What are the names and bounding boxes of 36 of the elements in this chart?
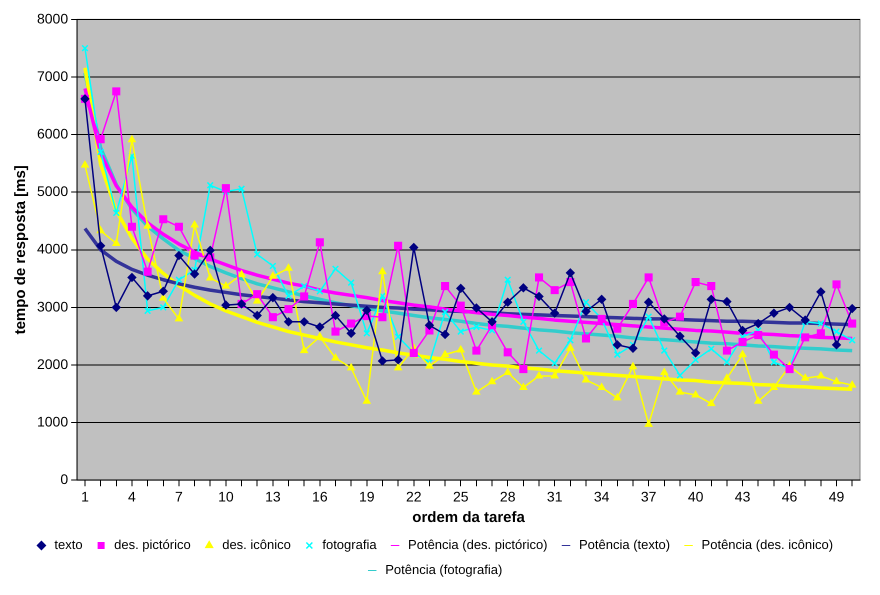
x-tick-label: 49 (828, 488, 845, 504)
x-tick-label: 37 (640, 488, 657, 504)
x-tick-label: 7 (175, 488, 184, 504)
y-tick-label: 4000 (36, 240, 68, 257)
x-tick-label: 25 (452, 488, 469, 504)
y-tick-label: 2000 (36, 356, 68, 372)
x-tick-label: 28 (500, 488, 516, 504)
x-tick-label: 13 (265, 488, 281, 504)
y-tick-label: 7000 (36, 68, 68, 84)
x-tick-label: 10 (218, 488, 234, 504)
legend-label: fotografia (322, 537, 378, 552)
legend-label: des. pictórico (114, 537, 191, 552)
legend-label: Potência (des. pictórico) (408, 537, 548, 552)
legend-label: des. icônico (222, 537, 291, 552)
x-tick-label: 46 (782, 488, 798, 504)
x-tick-label: 19 (359, 488, 375, 504)
x-tick-label: 34 (594, 488, 610, 504)
x-tick-label: 1 (81, 488, 90, 504)
legend-label: Potência (des. icônico) (702, 537, 834, 552)
legend-label: Potência (fotografia) (385, 562, 502, 578)
x-tick-label: 43 (734, 488, 751, 504)
x-axis-title: ordem da tarefa (412, 509, 526, 526)
y-tick-label: 6000 (36, 125, 68, 142)
y-tick-label: 0 (60, 471, 68, 488)
legend-label: texto (54, 537, 83, 552)
y-tick-label: 5000 (36, 183, 68, 200)
y-tick-label: 1000 (36, 413, 68, 430)
y-tick-label: 3000 (36, 298, 68, 314)
legend-label: Potência (texto) (579, 537, 670, 552)
x-tick-label: 40 (688, 488, 704, 504)
x-tick-label: 16 (312, 488, 328, 504)
y-axis-title: tempo de resposta [ms] (12, 165, 30, 334)
x-tick-label: 4 (128, 488, 136, 504)
x-tick-label: 22 (406, 488, 422, 504)
x-tick-label: 31 (546, 488, 563, 504)
y-tick-label: 8000 (36, 10, 68, 26)
